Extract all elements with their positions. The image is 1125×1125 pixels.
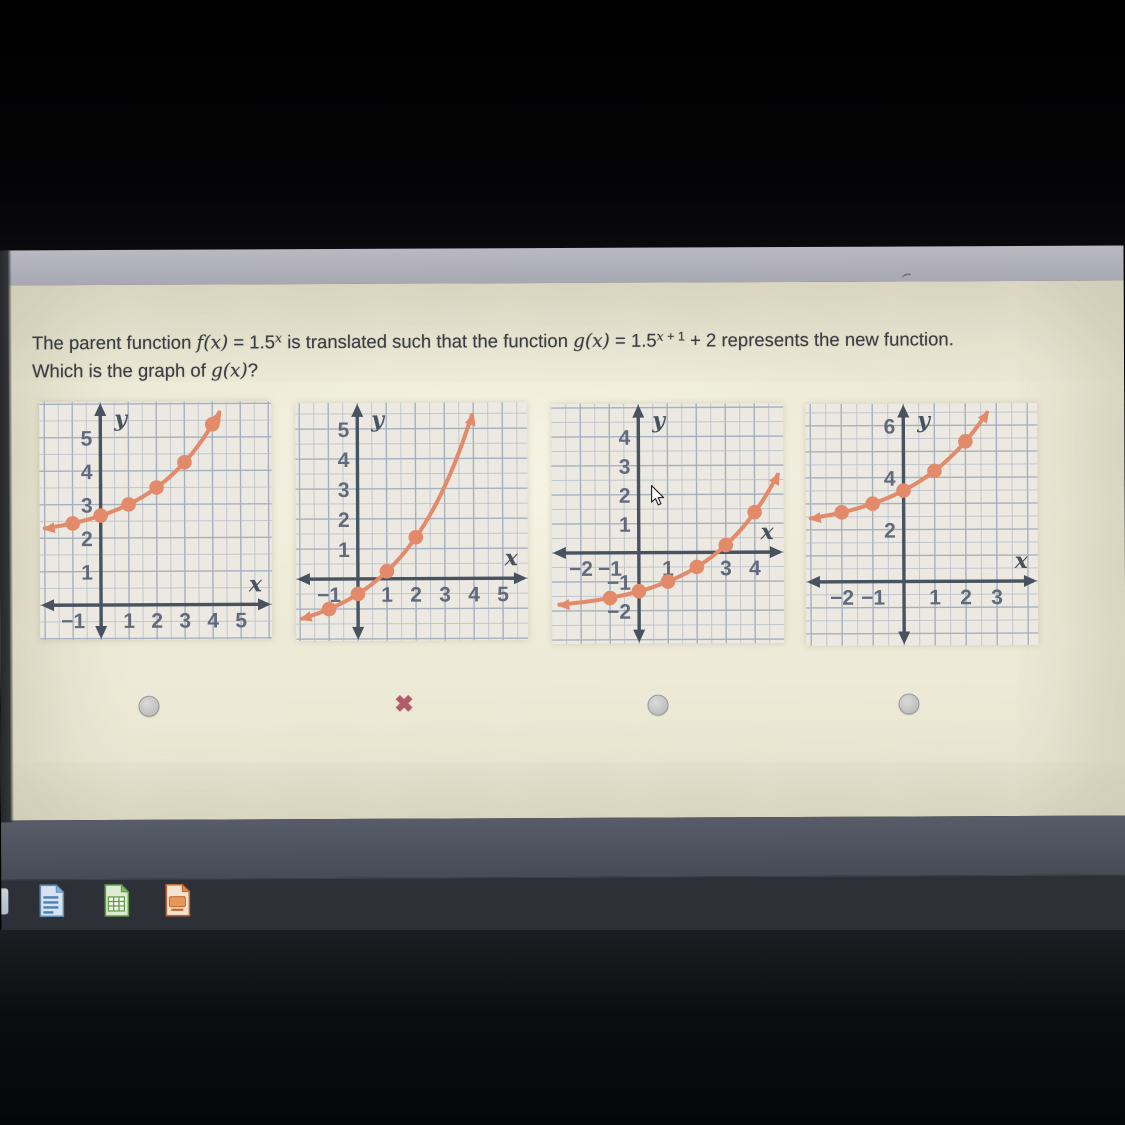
svg-text:3: 3 [720, 557, 732, 580]
radio-option-c[interactable] [647, 694, 669, 716]
svg-text:2: 2 [884, 520, 896, 543]
g-function-name: g(x) [210, 360, 248, 382]
g-exponent-rest: + 1 [663, 329, 685, 344]
svg-text:2: 2 [151, 610, 163, 633]
question-text: The parent function f(x) = 1.5x is trans… [32, 325, 1102, 386]
svg-text:2: 2 [338, 509, 350, 532]
svg-text:x: x [760, 519, 775, 545]
svg-text:3: 3 [439, 583, 451, 606]
graph-option-c[interactable]: −2 −1 1 3 4 4 3 2 1 −1 −2 y x [551, 403, 785, 645]
svg-text:5: 5 [338, 419, 350, 442]
graph-option-d[interactable]: −2 −1 1 2 3 6 4 2 y x [805, 402, 1039, 646]
svg-text:4: 4 [338, 449, 350, 472]
svg-text:4: 4 [207, 609, 219, 632]
svg-text:y: y [370, 407, 386, 433]
quiz-page: The parent function f(x) = 1.5x is trans… [0, 280, 1125, 821]
question-part: is translated such that the function [282, 329, 574, 353]
question-line-2: Which is the graph of g(x)? [32, 353, 1102, 386]
question-part: ? [247, 359, 259, 381]
svg-text:1: 1 [619, 514, 631, 537]
laptop-body: hp [0, 930, 1125, 1125]
svg-text:1: 1 [929, 586, 941, 609]
svg-text:3: 3 [81, 495, 93, 518]
f-equation: = 1.5 [228, 331, 276, 353]
svg-text:5: 5 [497, 583, 509, 606]
f-function-name: f(x) [196, 332, 229, 354]
svg-text:5: 5 [81, 428, 93, 451]
question-part: + 2 represents the new function. [684, 328, 954, 351]
svg-text:y: y [113, 406, 129, 432]
cut-off-icon[interactable] [1, 888, 9, 915]
question-part: Which is the graph of [31, 359, 212, 382]
svg-text:x: x [1014, 548, 1029, 574]
svg-text:1: 1 [338, 539, 350, 562]
svg-text:4: 4 [619, 427, 631, 450]
svg-text:y: y [916, 407, 932, 433]
svg-text:3: 3 [179, 610, 191, 633]
svg-text:1: 1 [123, 610, 135, 633]
svg-text:−1: −1 [61, 610, 85, 633]
smudge-mark [901, 272, 913, 282]
radio-option-d[interactable] [898, 693, 920, 715]
svg-text:3: 3 [991, 586, 1003, 609]
svg-text:2: 2 [619, 485, 631, 508]
g-exponent-x: x [656, 328, 664, 344]
svg-text:2: 2 [81, 528, 93, 551]
svg-text:4: 4 [81, 461, 93, 484]
calc-spreadsheet-icon[interactable] [103, 883, 130, 917]
svg-text:x: x [504, 545, 519, 571]
svg-text:−2: −2 [569, 558, 593, 581]
graph-option-b[interactable]: −1 1 2 3 4 5 5 4 3 2 1 y x [295, 402, 529, 642]
writer-document-icon[interactable] [38, 884, 65, 918]
laptop-screen: The parent function f(x) = 1.5x is trans… [0, 245, 1125, 936]
svg-text:4: 4 [884, 468, 896, 491]
svg-text:6: 6 [884, 416, 896, 439]
g-function-name: g(x) [573, 330, 610, 352]
desktop-band [1, 815, 1125, 880]
svg-text:3: 3 [338, 479, 350, 502]
graph-option-a[interactable]: −1 1 2 3 4 5 5 4 3 2 1 y x [39, 401, 273, 641]
svg-text:x: x [248, 571, 263, 597]
taskbar [1, 874, 1125, 936]
impress-presentation-icon[interactable] [164, 883, 191, 917]
question-part: The parent function [31, 331, 197, 354]
svg-text:4: 4 [749, 557, 761, 580]
svg-text:1: 1 [381, 584, 393, 607]
svg-text:2: 2 [960, 586, 972, 609]
svg-text:2: 2 [410, 584, 422, 607]
dark-room-background-top [0, 0, 1125, 250]
question-line-1: The parent function f(x) = 1.5x is trans… [32, 325, 1102, 358]
svg-text:4: 4 [468, 583, 480, 606]
incorrect-answer-mark: ✖ [394, 690, 414, 717]
svg-text:1: 1 [81, 562, 93, 585]
svg-text:3: 3 [619, 456, 631, 479]
svg-text:y: y [651, 408, 667, 434]
g-equation: = 1.5 [609, 329, 657, 351]
radio-option-a[interactable] [138, 695, 160, 717]
svg-text:−1: −1 [861, 587, 885, 610]
svg-text:−2: −2 [830, 587, 854, 610]
svg-text:5: 5 [235, 609, 247, 632]
